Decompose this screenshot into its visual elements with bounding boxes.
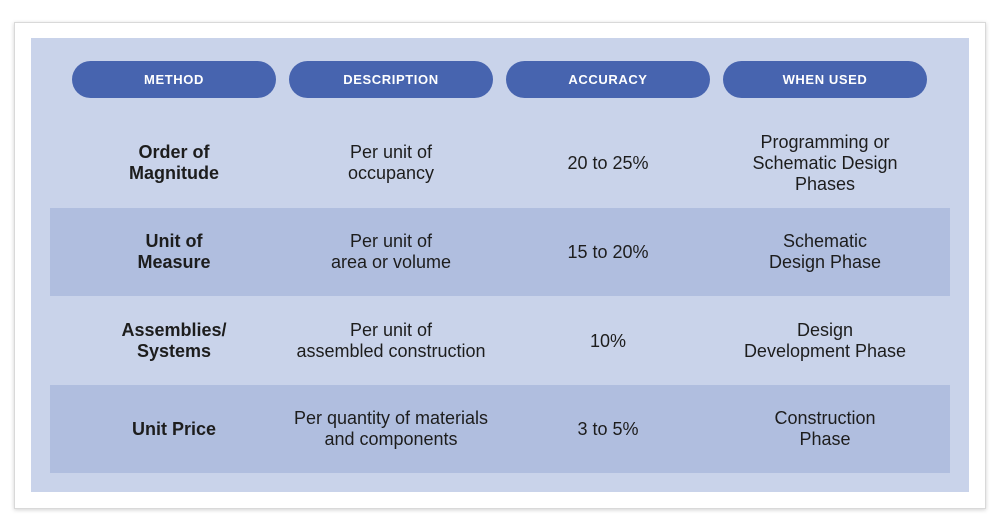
table-row: Unit of Measure Per unit of area or volu… [50,208,950,296]
method-cell: Unit of Measure [137,231,211,272]
description-cell: Per unit of assembled construction [296,320,486,361]
when-used-cell: Programming or Schematic Design Phases [752,131,898,194]
table-row: Unit Price Per quantity of materials and… [50,385,950,473]
description-cell: Per quantity of materials and components [293,408,489,449]
description-cell: Per unit of area or volume [330,231,452,272]
table-row: Assemblies/ Systems Per unit of assemble… [50,297,950,385]
header-accuracy: ACCURACY [506,61,710,98]
accuracy-cell: 20 to 25% [567,152,649,173]
accuracy-cell: 3 to 5% [577,418,639,439]
header-description: DESCRIPTION [289,61,493,98]
method-cell: Unit Price [131,418,217,439]
accuracy-cell: 15 to 20% [567,241,649,262]
table-row: Order of Magnitude Per unit of occupancy… [50,119,950,207]
accuracy-cell: 10% [589,330,627,351]
when-used-cell: Construction Phase [774,408,876,449]
table-header: METHOD DESCRIPTION ACCURACY WHEN USED [72,61,928,99]
method-cell: Assemblies/ Systems [121,320,227,361]
when-used-cell: Design Development Phase [743,320,907,361]
header-when-used: WHEN USED [723,61,927,98]
method-cell: Order of Magnitude [129,142,219,183]
when-used-cell: Schematic Design Phase [768,231,882,272]
header-method: METHOD [72,61,276,98]
description-cell: Per unit of occupancy [347,142,435,183]
